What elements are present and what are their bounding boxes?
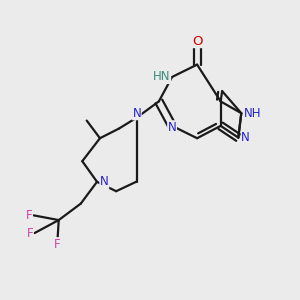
Text: F: F [26,209,32,222]
Text: F: F [26,226,33,239]
Text: NH: NH [244,107,262,120]
Text: N: N [241,131,250,144]
Text: N: N [168,121,176,134]
Text: O: O [192,34,202,48]
Text: F: F [54,238,61,251]
Text: HN: HN [153,70,171,83]
Text: N: N [100,175,109,188]
Text: N: N [132,107,141,120]
